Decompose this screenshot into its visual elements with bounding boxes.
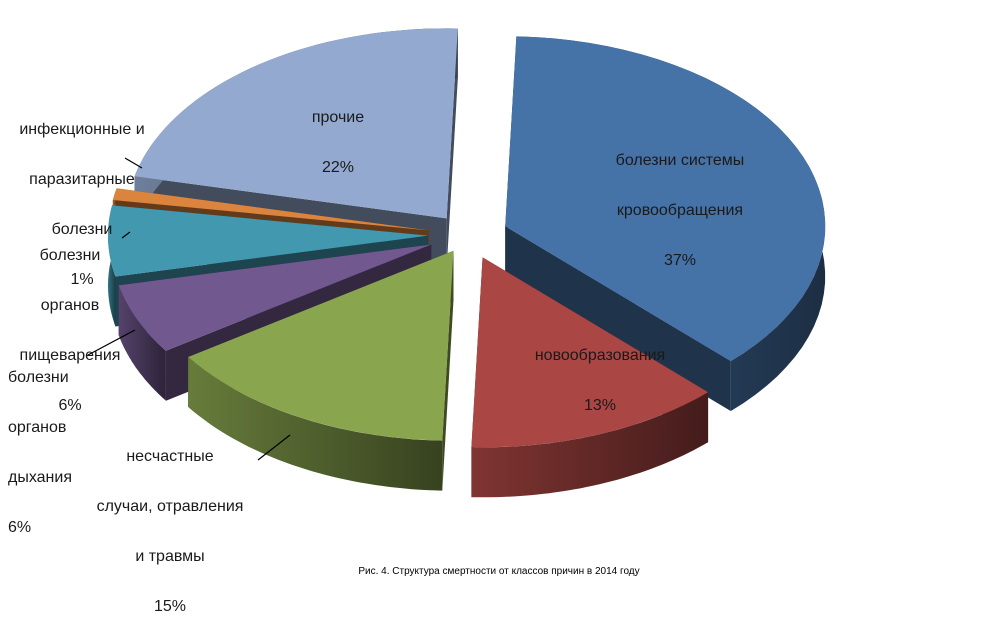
leader-line-respiratory [87,329,136,356]
label-respiratory-line1: болезни [8,369,69,386]
label-circulatory-line2: кровообращения [616,202,744,219]
label-infectious-pct: 1% [70,271,94,288]
slice-rim-respiratory [118,285,166,401]
slice-rim-injuries [188,357,443,491]
label-circulatory: болезни системы кровообращения 37% [560,123,800,273]
label-infectious-line2: паразитарные [29,171,135,188]
label-neoplasms: новообразования 13% [500,318,700,418]
label-neoplasms-line1: новообразования [534,347,666,364]
label-digestive-line1: болезни [39,247,101,264]
label-circulatory-pct: 37% [663,252,697,269]
label-other: прочие 22% [278,80,398,180]
label-digestive-pct: 6% [58,397,82,414]
label-neoplasms-pct: 13% [583,397,617,414]
slice-top-respiratory [118,244,432,351]
label-infectious-line1: инфекционные и [19,121,145,138]
label-respiratory-line3: дыхания [8,469,72,486]
label-other-pct: 22% [321,159,355,176]
label-respiratory-pct: 6% [8,519,32,536]
label-circulatory-line1: болезни системы [615,152,745,169]
slice-top-other [134,28,458,219]
slice-top-infectious [112,188,429,231]
slice-top-circulatory [505,36,826,362]
slice-wall-circulatory-1 [505,226,731,412]
slice-top-neoplasms [471,257,709,448]
label-infectious: инфекционные и паразитарные болезни 1% [0,92,164,292]
label-injuries-line2: случаи, отравления [96,498,244,515]
pie-slice-neoplasms [471,257,709,498]
leader-line-digestive [121,231,131,239]
pie-slice-circulatory [505,36,826,412]
slice-wall-other-1 [446,28,458,269]
label-digestive: болезни органов пищеварения 6% [4,218,136,418]
slice-top-digestive [108,205,429,277]
slice-rim-neoplasms [471,392,709,498]
slice-wall-injuries-0 [442,250,454,491]
label-other-line1: прочие [311,109,365,126]
label-digestive-line2: органов [40,297,100,314]
label-injuries-line3: и травмы [135,548,205,565]
label-digestive-line3: пищеварения [19,347,121,364]
pie-chart [87,28,826,498]
pie-slice-injuries [188,250,454,491]
label-injuries-line1: несчастные [126,448,214,465]
slice-top-injuries [188,250,454,441]
leader-line-infectious [124,157,143,169]
label-infectious-line3: болезни [51,221,113,238]
label-injuries-pct: 15% [153,598,187,615]
label-respiratory-line2: органов [8,419,67,436]
leader-line-injuries [257,434,291,461]
label-respiratory: болезни органов дыхания 6% [8,340,118,540]
figure-caption: Рис. 4. Структура смертности от классов … [358,566,640,577]
